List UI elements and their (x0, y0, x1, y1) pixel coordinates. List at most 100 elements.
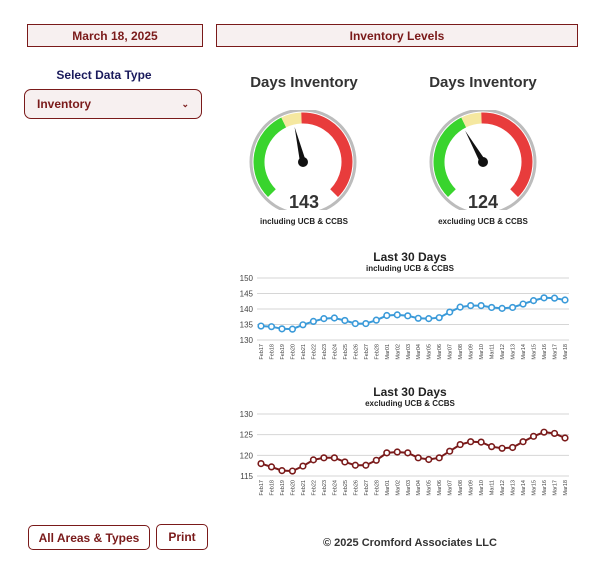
data-point (467, 301, 475, 310)
data-point (288, 467, 297, 475)
gauge-green-band (253, 117, 287, 197)
x-tick-label: Mar12 (500, 480, 506, 496)
x-tick-label: Mar11 (490, 480, 496, 495)
data-point (425, 455, 433, 464)
x-tick-label: Feb27 (364, 480, 370, 496)
x-tick-label: Feb24 (332, 480, 338, 496)
x-tick-label: Mar04 (416, 480, 422, 496)
page-title: Inventory Levels (216, 24, 578, 47)
x-tick-label: Mar12 (500, 344, 506, 360)
x-tick-label: Mar02 (395, 344, 401, 360)
gauge-yellow-band (461, 112, 482, 128)
data-type-select[interactable]: Inventory ⌄ (24, 89, 202, 119)
chart-1-subtitle: including UCB & CCBS (366, 264, 454, 273)
data-point (519, 438, 527, 446)
data-point (435, 314, 443, 322)
x-tick-label: Feb17 (259, 480, 265, 496)
data-point (267, 323, 276, 331)
data-point (320, 454, 328, 462)
x-tick-label: Mar06 (437, 344, 443, 360)
x-tick-label: Mar16 (542, 480, 548, 496)
data-point (508, 443, 517, 452)
data-point (404, 449, 412, 457)
x-tick-label: Mar06 (437, 480, 443, 496)
chart-1-title: Last 30 Days (373, 250, 447, 264)
data-point (362, 461, 370, 469)
data-point (372, 316, 380, 324)
x-tick-label: Mar08 (458, 344, 464, 360)
data-point (351, 319, 359, 328)
data-point (383, 311, 391, 320)
data-point (456, 440, 464, 449)
gauge-1-dial (249, 110, 357, 210)
data-point (477, 301, 485, 310)
x-tick-label: Mar18 (563, 344, 569, 360)
x-tick-label: Feb20 (290, 344, 296, 360)
x-tick-label: Mar02 (395, 480, 401, 496)
x-tick-label: Mar05 (427, 344, 433, 360)
x-tick-label: Mar09 (469, 480, 475, 496)
x-tick-label: Mar13 (511, 480, 517, 496)
x-tick-label: Feb23 (322, 480, 328, 496)
data-point (540, 428, 548, 436)
x-tick-label: Feb22 (311, 480, 317, 496)
y-tick-label: 130 (240, 410, 254, 419)
x-tick-label: Mar04 (416, 344, 422, 360)
x-tick-label: Mar07 (448, 344, 454, 360)
data-point (550, 294, 559, 302)
x-tick-label: Mar15 (532, 480, 538, 496)
data-point (404, 312, 412, 320)
x-tick-label: Feb19 (280, 344, 286, 360)
y-tick-label: 135 (240, 321, 254, 330)
data-point (414, 314, 422, 322)
x-tick-label: Mar01 (385, 480, 391, 496)
print-button[interactable]: Print (156, 524, 208, 550)
data-point (393, 311, 401, 319)
x-tick-label: Mar16 (542, 344, 548, 360)
data-point (456, 303, 464, 311)
data-point (508, 303, 517, 312)
x-tick-label: Feb28 (374, 480, 380, 496)
date-display: March 18, 2025 (27, 24, 203, 47)
select-data-type-label: Select Data Type (56, 68, 152, 82)
data-point (362, 319, 370, 328)
data-point (299, 321, 307, 329)
data-point (330, 314, 338, 322)
chart-1-plot: 130 135 140 145 150 Feb17 Feb18 Feb19 Feb20 Feb21… (240, 274, 569, 360)
data-point (561, 296, 569, 304)
gauge-needle (465, 130, 486, 164)
chevron-down-icon: ⌄ (181, 98, 189, 109)
x-tick-label: Feb18 (269, 344, 275, 360)
x-tick-label: Mar17 (553, 480, 559, 496)
data-type-selected-value: Inventory (37, 97, 92, 111)
x-tick-label: Mar14 (521, 344, 527, 360)
data-point (519, 300, 527, 308)
x-tick-label: Mar08 (458, 480, 464, 496)
x-tick-label: Mar13 (511, 344, 517, 360)
x-tick-label: Mar09 (469, 344, 475, 360)
data-point (288, 325, 297, 333)
data-point (341, 458, 349, 466)
data-point (309, 317, 318, 326)
gauge-hub (478, 157, 488, 167)
x-tick-label: Feb27 (364, 344, 370, 360)
gauge-yellow-band (281, 112, 302, 128)
data-point (257, 459, 265, 468)
x-tick-label: Mar17 (553, 344, 559, 360)
x-tick-label: Mar10 (479, 344, 485, 360)
data-point (425, 315, 433, 323)
x-tick-label: Mar07 (448, 480, 454, 496)
data-point (446, 308, 454, 316)
x-tick-label: Feb21 (301, 344, 307, 360)
x-tick-label: Feb26 (353, 480, 359, 496)
y-tick-label: 150 (240, 274, 254, 283)
x-tick-label: Feb25 (343, 344, 349, 360)
all-areas-types-button[interactable]: All Areas & Types (28, 525, 150, 550)
gauge-green-band (433, 117, 467, 197)
gauge-red-band (481, 112, 533, 197)
data-point (550, 429, 559, 438)
x-tick-label: Mar05 (427, 480, 433, 496)
gauge-2-value: 124 (467, 192, 499, 212)
data-point (257, 322, 265, 330)
data-point (446, 447, 454, 455)
